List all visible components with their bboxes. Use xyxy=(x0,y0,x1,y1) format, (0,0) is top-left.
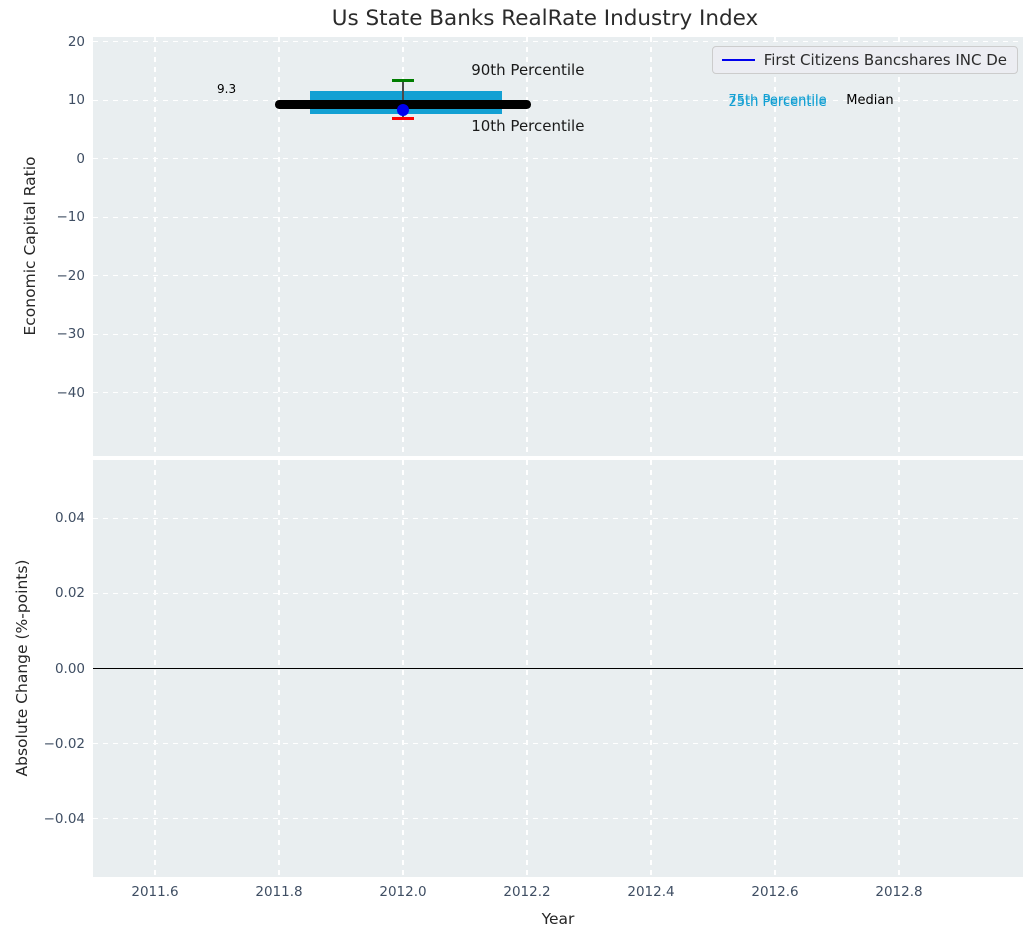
gridline-horizontal xyxy=(93,743,1023,745)
top-subplot-economic-capital-ratio xyxy=(93,37,1023,456)
y-axis-label-economic-capital-ratio: Economic Capital Ratio xyxy=(21,156,39,336)
gridline-horizontal xyxy=(93,818,1023,820)
zero-reference-line xyxy=(93,667,1023,670)
gridline-vertical xyxy=(774,37,776,456)
gridline-horizontal xyxy=(93,275,1023,277)
chart-title: Us State Banks RealRate Industry Index xyxy=(331,6,759,31)
y-tick-label: 20 xyxy=(67,33,85,50)
y-tick-label: 0.04 xyxy=(54,510,85,527)
x-axis-label-year: Year xyxy=(541,910,575,928)
gridline-vertical xyxy=(278,37,280,456)
annotation-10th-percentile: 10th Percentile xyxy=(471,117,585,136)
legend: First Citizens Bancshares INC De xyxy=(711,46,1018,74)
x-tick-label: 2011.8 xyxy=(255,884,303,900)
x-tick-label: 2012.6 xyxy=(751,884,799,900)
x-tick-label: 2012.0 xyxy=(379,884,427,900)
whisker-line xyxy=(402,80,404,119)
gridline-vertical xyxy=(526,37,528,456)
annotation-90th-percentile: 90th Percentile xyxy=(471,60,585,79)
gridline-horizontal xyxy=(93,333,1023,335)
y-tick-label: −20 xyxy=(56,267,86,284)
y-tick-label: −30 xyxy=(56,326,86,343)
y-tick-label: 0.00 xyxy=(54,660,85,677)
annotation-9-3: 9.3 xyxy=(217,82,237,97)
gridline-vertical xyxy=(402,37,404,456)
y-tick-label: 0 xyxy=(76,150,85,167)
annotation-25th-percentile: 25th Percentile xyxy=(728,95,827,111)
annotation-median: Median xyxy=(846,93,894,109)
annotation-75th-percentile: 75th Percentile xyxy=(728,93,827,109)
y-tick-label: −0.02 xyxy=(43,735,85,752)
p10-cap xyxy=(392,116,414,120)
gridline-horizontal xyxy=(93,41,1023,43)
legend-label: First Citizens Bancshares INC De xyxy=(763,51,1007,69)
bottom-subplot-absolute-change xyxy=(93,460,1023,877)
gridline-vertical xyxy=(898,37,900,456)
x-tick-label: 2012.4 xyxy=(627,884,675,900)
y-tick-label: −40 xyxy=(56,384,86,401)
x-tick-label: 2012.2 xyxy=(503,884,551,900)
p90-cap xyxy=(392,78,414,82)
y-tick-label: −10 xyxy=(56,209,86,226)
gridline-horizontal xyxy=(93,392,1023,394)
gridline-horizontal xyxy=(93,158,1023,160)
y-tick-label: 0.02 xyxy=(54,585,85,602)
legend-line-swatch-icon xyxy=(721,58,755,62)
gridline-horizontal xyxy=(93,592,1023,595)
company-data-point xyxy=(397,104,409,117)
gridline-horizontal xyxy=(93,99,1023,101)
gridline-vertical xyxy=(650,37,652,456)
gridline-horizontal xyxy=(93,517,1023,519)
x-tick-label: 2012.8 xyxy=(875,884,923,900)
y-tick-label: −0.04 xyxy=(43,810,85,827)
gridline-vertical xyxy=(154,37,156,456)
y-tick-label: 10 xyxy=(67,92,85,109)
gridline-horizontal xyxy=(93,216,1023,218)
x-tick-label: 2011.6 xyxy=(131,884,179,900)
